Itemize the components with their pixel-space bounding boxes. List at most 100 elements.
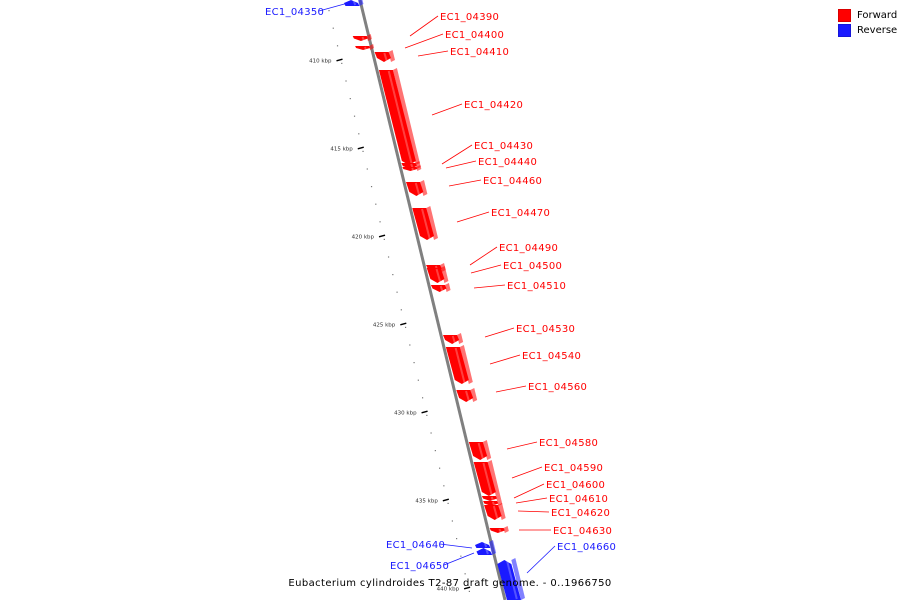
- scale-dot: [387, 256, 390, 258]
- gene-body: [374, 52, 391, 62]
- gene-label-ec1-04410: EC1_04410: [450, 47, 509, 58]
- gene-ec1-04630: [489, 526, 509, 533]
- gene-ec1-04600: [481, 494, 502, 501]
- gene-ec1-04660: [497, 558, 525, 600]
- gene-ec1-04510: [430, 283, 451, 292]
- scale-dot: [345, 80, 347, 82]
- gene-pointer-ec1-04490: [469, 246, 498, 266]
- scale-dot: [426, 414, 428, 416]
- gene-pointer-ec1-04610: [515, 497, 548, 504]
- gene-side-face: [444, 283, 451, 292]
- gene-body: [430, 285, 447, 292]
- scale-tick-label: 440 kbp: [437, 587, 460, 593]
- gene-body: [402, 167, 418, 171]
- gene-label-ec1-04580: EC1_04580: [539, 438, 598, 449]
- gene-pointer-ec1-04410: [417, 50, 449, 57]
- gene-ec1-04650: [476, 546, 497, 555]
- gene-pointer-ec1-04650: [443, 552, 475, 566]
- scale-dot: [443, 485, 445, 487]
- gene-pointer-ec1-04470: [456, 211, 490, 223]
- scale-dot: [409, 344, 411, 346]
- gene-highlight: [411, 167, 415, 171]
- gene-highlight: [454, 347, 466, 384]
- scale-dot: [383, 238, 385, 240]
- scale-dot: [421, 397, 424, 399]
- gene-ec1-04580: [468, 440, 492, 460]
- scale-dot: [404, 326, 407, 328]
- gene-body: [474, 542, 491, 548]
- scale-ticks: 410 kbp 415 kbp 420 kbp 425 kbp 430 kbp 435 k…: [309, 58, 471, 593]
- gene-highlight: [465, 390, 470, 402]
- gene-highlight: [435, 268, 442, 283]
- gene-highlight: [421, 208, 431, 240]
- legend-label-forward: Forward: [857, 10, 898, 21]
- gene-ec1-04350: [344, 0, 364, 6]
- gene-body: [426, 268, 445, 283]
- gene-label-ec1-04660: EC1_04660: [557, 542, 616, 553]
- scale-dot: [430, 432, 432, 434]
- scale-dot: [328, 10, 330, 12]
- gene-body: [481, 496, 498, 501]
- scale-dot: [447, 502, 449, 504]
- gene-pointer-ec1-04640: [439, 543, 473, 549]
- gene-side-face: [503, 526, 509, 533]
- gene-ec1-04640: [474, 540, 495, 548]
- gene-side-face: [369, 44, 375, 50]
- gene-highlight: [491, 501, 496, 506]
- gene-highlight: [492, 505, 499, 520]
- gene-side-face: [490, 546, 497, 555]
- gene-label-ec1-04510: EC1_04510: [507, 281, 566, 292]
- gene-side-face: [358, 0, 364, 6]
- scale-dot: [413, 362, 415, 364]
- scale-dot: [400, 309, 402, 311]
- gene-highlight: [498, 528, 502, 533]
- gene-highlight: [485, 548, 489, 555]
- scale-tick-label: 410 kbp: [309, 59, 332, 65]
- gene-pointer-ec1-04400: [404, 33, 444, 49]
- gene-body: [352, 36, 368, 41]
- gene-ec1-04620: [484, 503, 506, 520]
- gene-label-ec1-04350: EC1_04350: [265, 7, 324, 18]
- gene-label-ec1-04600: EC1_04600: [546, 480, 605, 491]
- gene-side-face: [440, 266, 449, 283]
- gene-side-face: [392, 68, 420, 165]
- scale-tick-label: 430 kbp: [394, 411, 417, 417]
- scale-dot: [392, 274, 394, 276]
- gene-highlight: [414, 182, 421, 196]
- gene-label-ec1-04530: EC1_04530: [516, 324, 575, 335]
- scale-tick-label: 435 kbp: [415, 499, 438, 505]
- genome-backbone: [358, 0, 507, 600]
- gene-body: [412, 208, 434, 240]
- gene-side-face: [511, 558, 525, 600]
- gene-body: [445, 347, 469, 384]
- gene-label-ec1-04470: EC1_04470: [491, 208, 550, 219]
- gene-side-face: [419, 180, 428, 196]
- gene-body: [497, 560, 521, 600]
- gene-label-ec1-04590: EC1_04590: [544, 463, 603, 474]
- gene-highlight: [483, 542, 488, 548]
- gene-side-face: [482, 440, 492, 460]
- scale-tick: [336, 58, 343, 62]
- scale-dot: [439, 467, 441, 469]
- gene-pointer-ec1-04560: [495, 385, 527, 393]
- gene-label-ec1-04640: EC1_04640: [386, 540, 445, 551]
- gene-highlight: [387, 70, 413, 165]
- gene-features: [344, 0, 525, 600]
- scale-tick: [421, 410, 428, 414]
- gene-ec1-04530: [442, 333, 464, 344]
- gene-label-ec1-04490: EC1_04490: [499, 243, 558, 254]
- gene-pointer-ec1-04540: [489, 354, 521, 365]
- gene-label-ec1-04650: EC1_04650: [390, 561, 449, 572]
- gene-label-ec1-04400: EC1_04400: [445, 30, 504, 41]
- gene-pointer-ec1-04510: [473, 284, 506, 289]
- gene-body: [484, 505, 502, 520]
- scale-tick: [442, 498, 450, 502]
- gene-pointer-ec1-04420: [431, 103, 463, 116]
- gene-body: [378, 70, 416, 165]
- gene-ec1-04420: [378, 68, 420, 165]
- scale-dot: [370, 186, 373, 188]
- gene-highlight: [383, 52, 388, 62]
- scale-dot: [464, 573, 466, 575]
- gene-label-ec1-04420: EC1_04420: [464, 100, 523, 111]
